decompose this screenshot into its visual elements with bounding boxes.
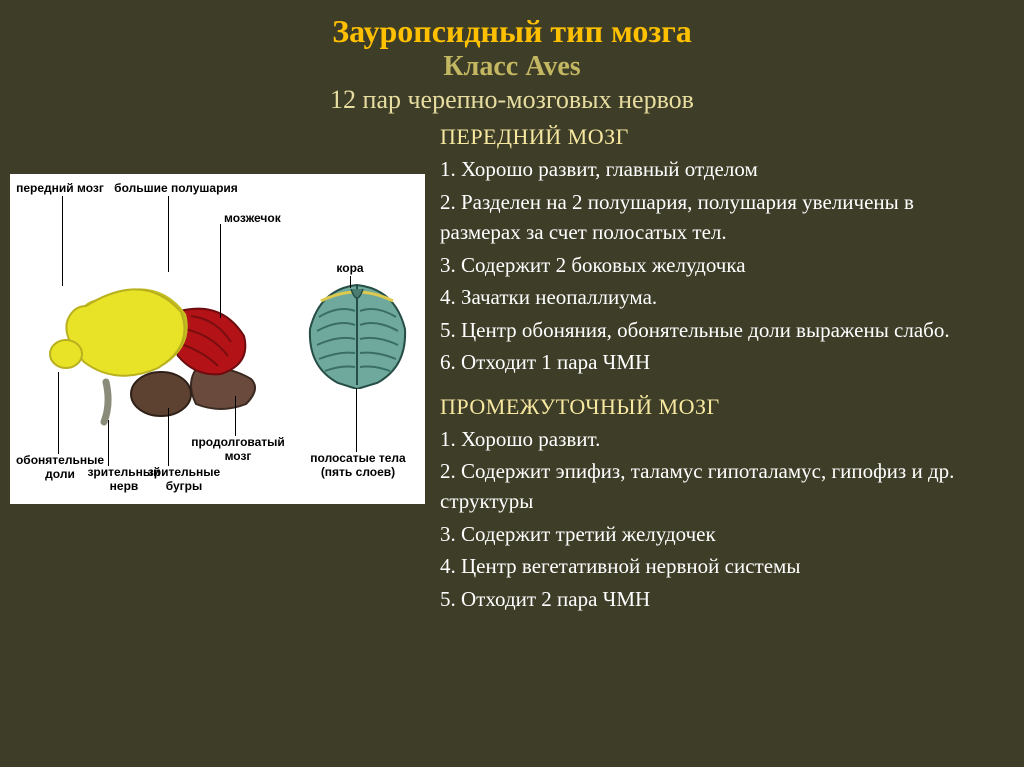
list-item: 4. Зачатки неопаллиума. (440, 282, 990, 312)
section1-heading: ПЕРЕДНИЙ МОЗГ (440, 124, 990, 150)
label-striatum: полосатые тела (пять слоев) (298, 452, 418, 478)
label-cerebellum: мозжечок (224, 212, 286, 225)
list-item: 6. Отходит 1 пара ЧМН (440, 347, 990, 377)
diagram-column: передний мозг большие полушария мозжечок… (0, 124, 430, 684)
list-item: 1. Хорошо развит. (440, 424, 990, 454)
label-cortex: кора (330, 262, 370, 275)
cross-section-svg (305, 279, 410, 389)
lateral-brain-svg (46, 264, 276, 434)
label-optic-lobes: зрительные бугры (144, 466, 224, 492)
title-class: Класс Aves (0, 50, 1024, 84)
list-item: 5. Отходит 2 пара ЧМН (440, 584, 990, 614)
text-column: ПЕРЕДНИЙ МОЗГ 1. Хорошо развит, главный … (430, 124, 990, 684)
title-sub: 12 пар черепно-мозговых нервов (0, 84, 1024, 117)
label-forebrain: передний мозг (14, 182, 106, 195)
list-item: 5. Центр обоняния, обонятельные доли выр… (440, 315, 990, 345)
label-hemispheres: большие полушария (112, 182, 240, 195)
list-item: 3. Содержит третий желудочек (440, 519, 990, 549)
section2-heading: ПРОМЕЖУТОЧНЫЙ МОЗГ (440, 394, 990, 420)
list-item: 2. Содержит эпифиз, таламус гипоталамус,… (440, 456, 990, 517)
title-main: Зауропсидный тип мозга (0, 12, 1024, 50)
list-item: 4. Центр вегетативной нервной системы (440, 551, 990, 581)
label-medulla: продолговатый мозг (188, 436, 288, 462)
list-item: 3. Содержит 2 боковых желудочка (440, 250, 990, 280)
list-item: 2. Разделен на 2 полушария, полушария ув… (440, 187, 990, 248)
list-item: 1. Хорошо развит, главный отделом (440, 154, 990, 184)
brain-diagram: передний мозг большие полушария мозжечок… (10, 174, 425, 504)
